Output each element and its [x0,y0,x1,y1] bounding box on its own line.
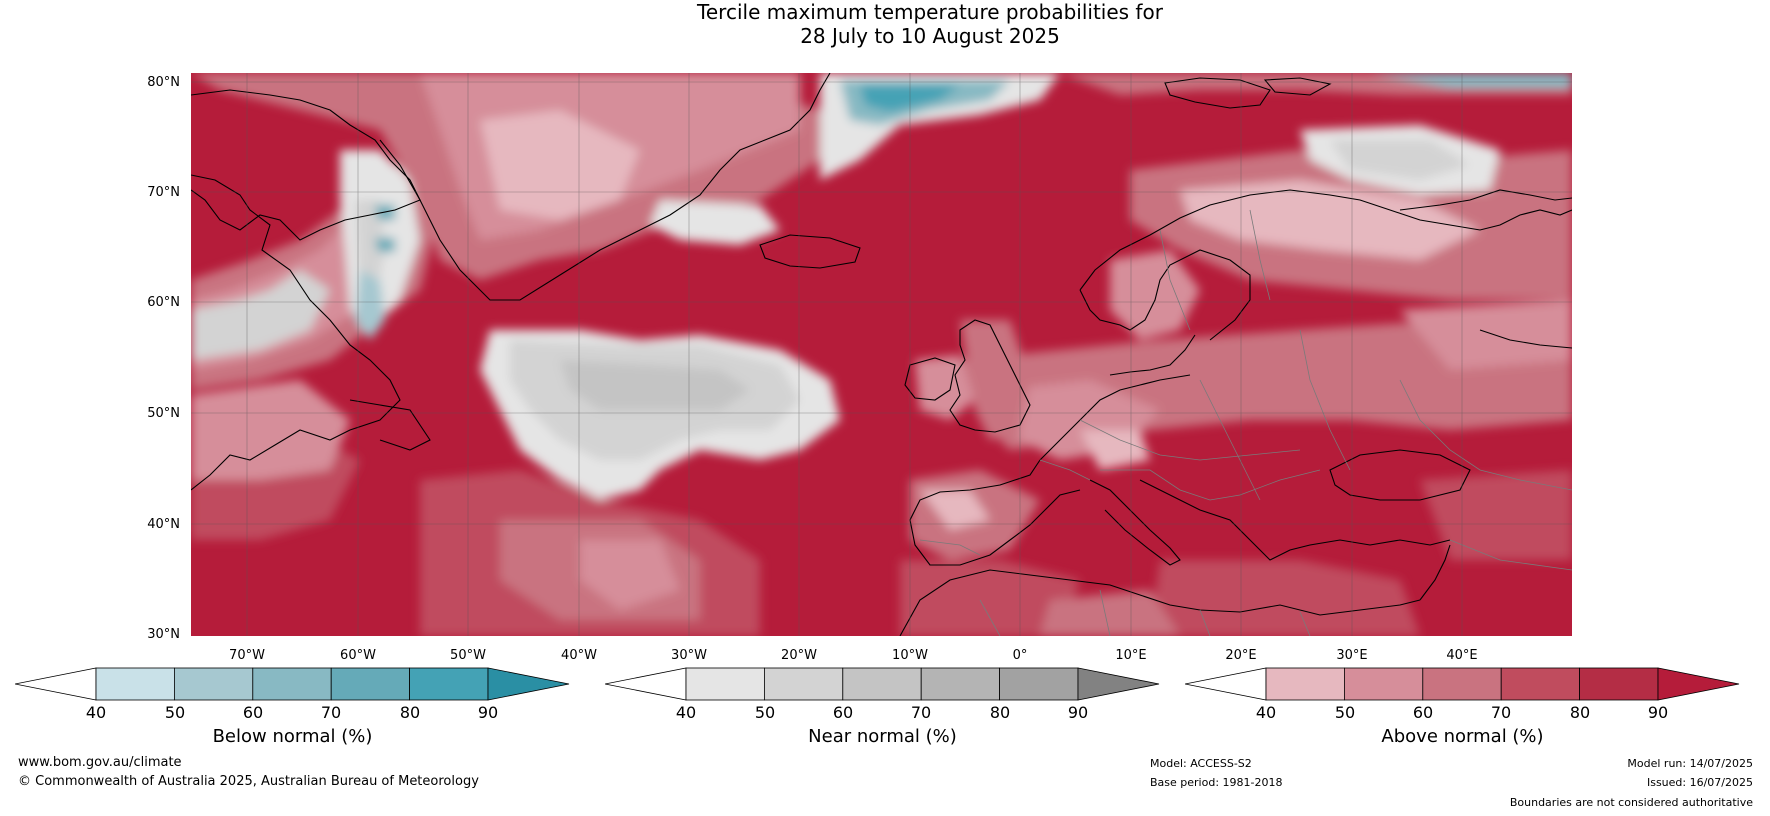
lon-label-10e: 10°E [1115,648,1147,663]
colorbar-extend-low [1185,667,1267,701]
colorbar-tick: 40 [85,703,107,722]
colorbar-tick: 90 [1647,703,1669,722]
title-line-1: Tercile maximum temperature probabilitie… [697,0,1163,24]
colorbar-segment [842,667,922,701]
lon-label-60w: 60°W [340,648,376,663]
colorbar-tick: 80 [399,703,421,722]
colorbar-tick: 60 [832,703,854,722]
colorbar-tick: 90 [1067,703,1089,722]
country-borders [919,209,1572,636]
footer-copyright: © Commonwealth of Australia 2025, Austra… [18,774,479,789]
colorbar-extend-high [1077,667,1160,701]
colorbar-segment [409,667,489,701]
colorbar-near-normal [605,667,1160,701]
colorbar-segment [763,667,844,701]
colorbar-tick: 50 [164,703,186,722]
colorbar-segment [173,667,254,701]
lon-label-20e: 20°E [1225,648,1257,663]
colorbar-segment [920,667,1001,701]
footer-disclaimer: Boundaries are not considered authoritat… [1509,796,1753,809]
colorbar-tick: 60 [1412,703,1434,722]
lat-label-80n: 80°N [147,75,180,90]
map-title: Tercile maximum temperature probabilitie… [0,0,1770,48]
lon-label-50w: 50°W [450,648,486,663]
colorbar-below-ticks: 40 50 60 70 80 90 [15,703,570,722]
colorbar-tick: 50 [754,703,776,722]
colorbar-tick: 80 [1569,703,1591,722]
lon-label-0: 0° [1012,648,1028,663]
footer-base-period: Base period: 1981-2018 [1150,776,1283,789]
colorbar-segment [1343,667,1424,701]
footer-model: Model: ACCESS-S2 [1150,757,1252,770]
lat-label-40n: 40°N [147,517,180,532]
lat-label-70n: 70°N [147,185,180,200]
colorbar-below-normal [15,667,570,701]
colorbar-segment [1500,667,1581,701]
colorbar-segment [330,667,411,701]
coastlines [191,73,1572,636]
colorbar-extend-low [605,667,687,701]
footer-model-run: Model run: 14/07/2025 [1627,757,1753,770]
lon-label-10w: 10°W [892,648,928,663]
colorbar-tick: 70 [910,703,932,722]
colorbar-segment [252,667,332,701]
footer-issued: Issued: 16/07/2025 [1646,776,1753,789]
colorbar-above-ticks: 40 50 60 70 80 90 [1185,703,1740,722]
graticule [191,73,1572,636]
title-line-2: 28 July to 10 August 2025 [800,24,1060,48]
footer-website[interactable]: www.bom.gov.au/climate [18,755,182,770]
colorbar-above-normal [1185,667,1740,701]
colorbar-segment [1579,667,1659,701]
colorbar-segment [1422,667,1502,701]
lon-label-40w: 40°W [561,648,597,663]
colorbar-segment [95,667,175,701]
colorbar-below-label: Below normal (%) [212,726,373,747]
colorbar-segment [1265,667,1345,701]
lat-label-30n: 30°N [147,627,180,642]
colorbar-tick: 60 [242,703,264,722]
colorbar-tick: 70 [1490,703,1512,722]
lat-label-60n: 60°N [147,295,180,310]
lon-label-30w: 30°W [671,648,707,663]
colorbar-tick: 90 [477,703,499,722]
colorbar-extend-high [487,667,570,701]
colorbar-tick: 80 [989,703,1011,722]
colorbar-segment [999,667,1079,701]
colorbar-tick: 50 [1334,703,1356,722]
lat-label-50n: 50°N [147,406,180,421]
lon-label-70w: 70°W [229,648,265,663]
lon-label-20w: 20°W [781,648,817,663]
colorbar-above-label: Above normal (%) [1381,726,1544,747]
colorbar-tick: 40 [1255,703,1277,722]
probability-fields [191,73,1572,636]
lon-label-40e: 40°E [1446,648,1478,663]
colorbar-tick: 70 [320,703,342,722]
colorbar-near-ticks: 40 50 60 70 80 90 [605,703,1160,722]
colorbar-near-label: Near normal (%) [808,726,957,747]
colorbar-segment [685,667,765,701]
lon-label-30e: 30°E [1336,648,1368,663]
colorbar-tick: 40 [675,703,697,722]
colorbar-extend-low [15,667,97,701]
colorbar-extend-high [1657,667,1740,701]
